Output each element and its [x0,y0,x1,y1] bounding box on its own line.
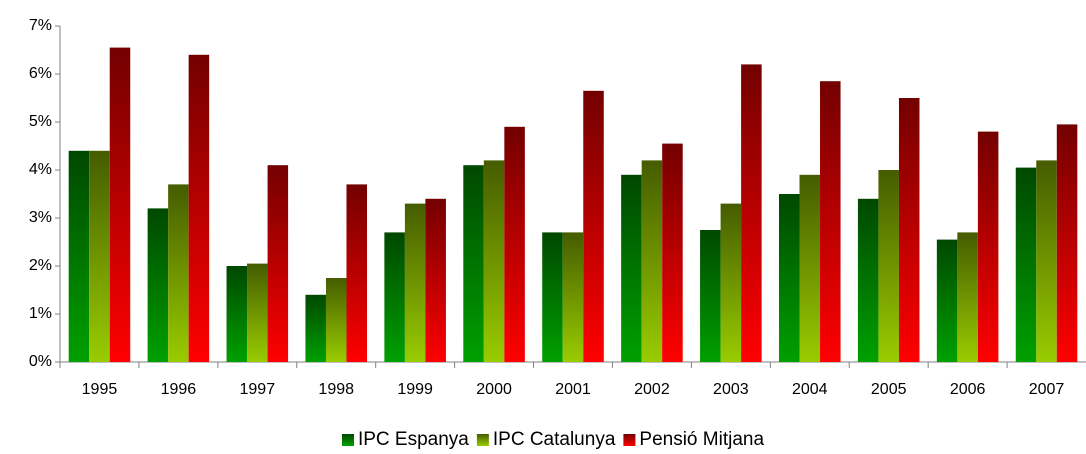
legend-label: Pensió Mitjana [639,429,764,450]
bar [68,150,90,362]
x-tick-label: 2001 [555,381,591,398]
bar [384,232,405,362]
bar [977,131,999,362]
x-tick-label: 2006 [950,381,986,398]
bar [226,266,248,362]
x-tick-label: 2007 [1029,381,1065,398]
bar [857,198,879,362]
x-tick-label: 1999 [397,381,433,398]
bar [247,263,268,362]
x-tick-label: 1995 [82,381,118,398]
bar [720,203,742,362]
y-tick-label: 4% [29,161,52,178]
bar [147,208,169,362]
bar [662,143,683,362]
bar [799,174,821,362]
legend-swatch [623,434,636,446]
x-tick-label: 1996 [161,381,197,398]
bar [425,198,446,362]
bar [1015,167,1037,362]
bar [621,174,642,362]
bar [820,81,841,362]
bar [346,184,368,362]
bar [483,160,505,362]
bar [504,126,525,362]
legend-label: IPC Espanya [358,429,469,450]
bar [700,230,721,362]
x-tick-label: 1997 [240,381,276,398]
bar [404,203,426,362]
bar [1056,124,1078,363]
bar [168,184,189,362]
y-tick-label: 6% [29,65,52,82]
legend-swatch [476,434,489,446]
y-tick-label: 1% [29,305,52,322]
bar [957,232,978,362]
bar [1036,160,1057,362]
bar [89,150,110,362]
bar [188,54,210,363]
bar [463,165,484,362]
x-tick-label: 2003 [713,381,749,398]
legend-label: IPC Catalunya [493,429,616,450]
x-tick-label: 2005 [871,381,907,398]
legend-swatch [341,434,354,446]
x-tick-label: 1998 [318,381,354,398]
bar [542,232,563,362]
bar [898,98,920,362]
bar [562,232,584,362]
bar [267,165,289,362]
x-tick-label: 2000 [476,381,512,398]
y-tick-label: 0% [29,353,52,370]
bar [878,170,899,362]
y-tick-label: 7% [29,17,52,34]
bar [583,90,604,363]
y-tick-label: 5% [29,113,52,130]
bar [641,160,663,362]
y-tick-label: 2% [29,257,52,274]
bar [305,294,326,362]
bar [109,47,131,362]
bar [325,278,347,362]
bar [936,239,958,362]
y-tick-label: 3% [29,209,52,226]
x-tick-label: 2004 [792,381,828,398]
bar [741,64,762,363]
x-tick-label: 2002 [634,381,670,398]
bar [778,194,800,362]
